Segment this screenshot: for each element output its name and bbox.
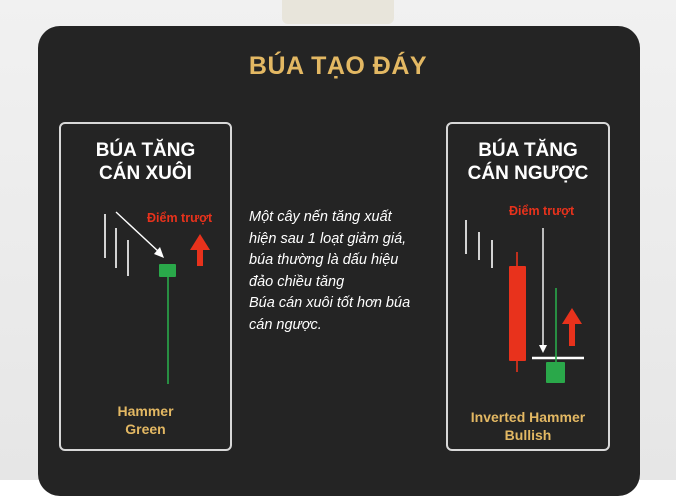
inverted-hammer-candle-body <box>546 362 565 383</box>
arrow-down-icon <box>539 345 547 353</box>
bearish-candle-body <box>509 266 526 361</box>
hammer-caption: Hammer Green <box>117 403 174 437</box>
arrow-up-icon <box>562 308 582 346</box>
arrow-down-icon <box>154 247 164 258</box>
watermark-logo <box>282 0 394 24</box>
hammer-card: BÚA TĂNG CÁN XUÔI Điểm trượt Hammer Gree… <box>59 122 232 451</box>
inverted-hammer-caption: Inverted Hammer Bullish <box>470 409 586 443</box>
inverted-hammer-card-title: BÚA TĂNG CÁN NGƯỢC <box>467 140 589 184</box>
pattern-description: Một cây nến tăng xuất hiện sau 1 loạt gi… <box>249 209 411 333</box>
page-title: BÚA TẠO ĐÁY <box>248 52 428 80</box>
inverted-hammer-card: BÚA TĂNG CÁN NGƯỢC Điểm trượt Inverted H… <box>446 122 610 451</box>
hammer-candle-body <box>159 264 176 277</box>
arrow-up-icon <box>190 234 210 266</box>
slip-point-label: Điểm trượt <box>147 211 213 225</box>
pointer-line <box>115 211 160 253</box>
inverted-hammer-pattern-diagram: Điểm trượt <box>465 204 584 383</box>
content-panel <box>38 26 640 496</box>
slip-point-label: Điểm trượt <box>509 204 575 218</box>
hammer-card-title: BÚA TĂNG CÁN XUÔI <box>95 140 196 184</box>
hammer-pattern-diagram: Điểm trượt <box>104 211 213 384</box>
